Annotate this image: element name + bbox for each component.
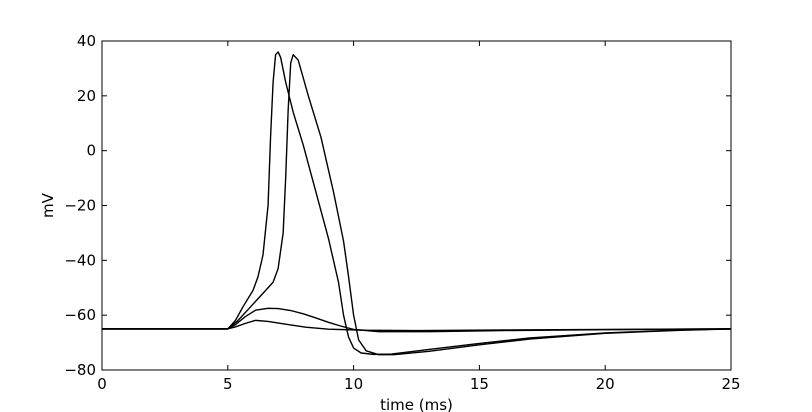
x-tick-label: 10 xyxy=(344,375,363,393)
y-tick-label: −80 xyxy=(64,361,96,379)
y-tick-label: 0 xyxy=(86,142,96,160)
x-tick-label: 5 xyxy=(223,375,233,393)
ticks-layer: 0 5 10 15 20 25 −80 −60 −40 −20 0 20 40 xyxy=(64,32,740,393)
series-line-2 xyxy=(102,307,732,333)
y-tick-label: −40 xyxy=(64,251,96,269)
y-tick-label: −60 xyxy=(64,306,96,324)
y-axis-label: mV xyxy=(39,192,57,218)
y-tick-label: 20 xyxy=(77,87,96,105)
series-line-3 xyxy=(102,51,732,356)
plot-frame xyxy=(101,40,732,371)
x-tick-label: 15 xyxy=(470,375,489,393)
x-axis-label: time (ms) xyxy=(380,396,453,412)
series-line-4 xyxy=(102,54,732,356)
x-tick-label: 25 xyxy=(721,375,740,393)
x-tick-label: 20 xyxy=(596,375,615,393)
x-tick-label: 0 xyxy=(97,375,107,393)
y-tick-label: −20 xyxy=(64,197,96,215)
y-tick-label: 40 xyxy=(77,32,96,50)
lines-layer xyxy=(102,51,732,356)
